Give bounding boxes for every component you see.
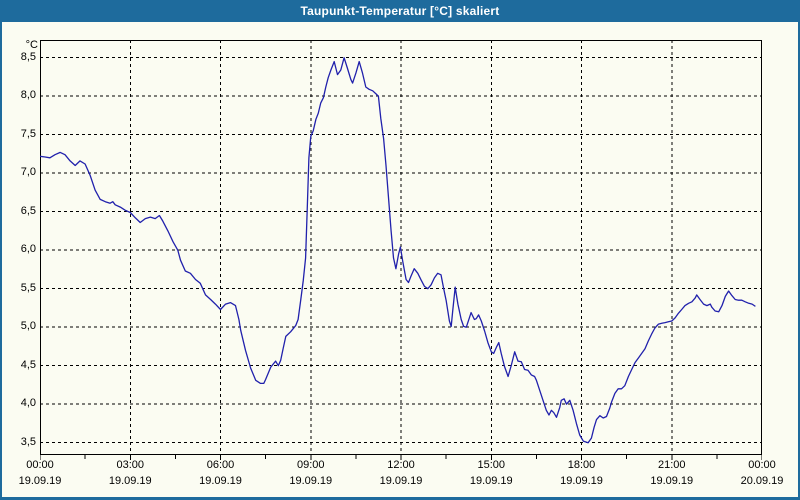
x-tick-date-label: 19.09.19 bbox=[650, 475, 694, 487]
x-tick-time-label: 21:00 bbox=[657, 459, 686, 471]
x-tick-date-label: 19.09.19 bbox=[379, 475, 423, 487]
x-tick-date-label: 19.09.19 bbox=[108, 475, 152, 487]
x-tick-time-label: 12:00 bbox=[387, 459, 415, 471]
window-title-bar: Taupunkt-Temperatur [°C] skaliert bbox=[0, 0, 800, 22]
x-tick-date-label: 19.09.19 bbox=[560, 475, 603, 487]
window-border-right bbox=[798, 22, 800, 500]
y-tick-label: 8,0 bbox=[20, 89, 36, 102]
x-tick-date-label: 20.09.19 bbox=[740, 475, 784, 487]
window-border-left bbox=[0, 22, 2, 500]
x-tick-time-label: 00:00 bbox=[26, 459, 54, 471]
y-tick-label: 5,5 bbox=[20, 281, 36, 294]
x-tick-date-label: 19.09.19 bbox=[18, 475, 62, 487]
y-tick-label: 6,5 bbox=[20, 204, 36, 217]
x-tick-time-label: 15:00 bbox=[477, 459, 506, 471]
y-axis-unit-label: °C bbox=[25, 39, 38, 51]
y-tick-label: 3,5 bbox=[20, 435, 36, 448]
x-tick-time-label: 09:00 bbox=[296, 459, 325, 471]
temperature-line-series bbox=[40, 57, 756, 444]
y-tick-label: 8,5 bbox=[20, 50, 36, 63]
window-border-bottom bbox=[0, 497, 800, 500]
plot-border bbox=[40, 40, 762, 455]
x-tick-date-label: 19.09.19 bbox=[199, 475, 242, 487]
line-chart-plot-area bbox=[40, 40, 762, 460]
page-title: Taupunkt-Temperatur [°C] skaliert bbox=[300, 4, 500, 18]
x-tick-time-label: 00:00 bbox=[748, 459, 776, 471]
y-tick-label: 7,0 bbox=[20, 166, 36, 179]
x-tick-date-label: 19.09.19 bbox=[289, 475, 333, 487]
x-tick-date-label: 19.09.19 bbox=[469, 475, 513, 487]
x-tick-time-label: 18:00 bbox=[567, 459, 596, 471]
x-tick-time-label: 06:00 bbox=[206, 459, 235, 471]
y-tick-label: 4,0 bbox=[20, 397, 36, 410]
y-tick-label: 7,5 bbox=[20, 127, 36, 140]
y-tick-label: 6,0 bbox=[20, 243, 36, 256]
y-tick-label: 5,0 bbox=[20, 320, 36, 333]
x-tick-time-label: 03:00 bbox=[116, 459, 145, 471]
y-tick-label: 4,5 bbox=[20, 358, 36, 371]
